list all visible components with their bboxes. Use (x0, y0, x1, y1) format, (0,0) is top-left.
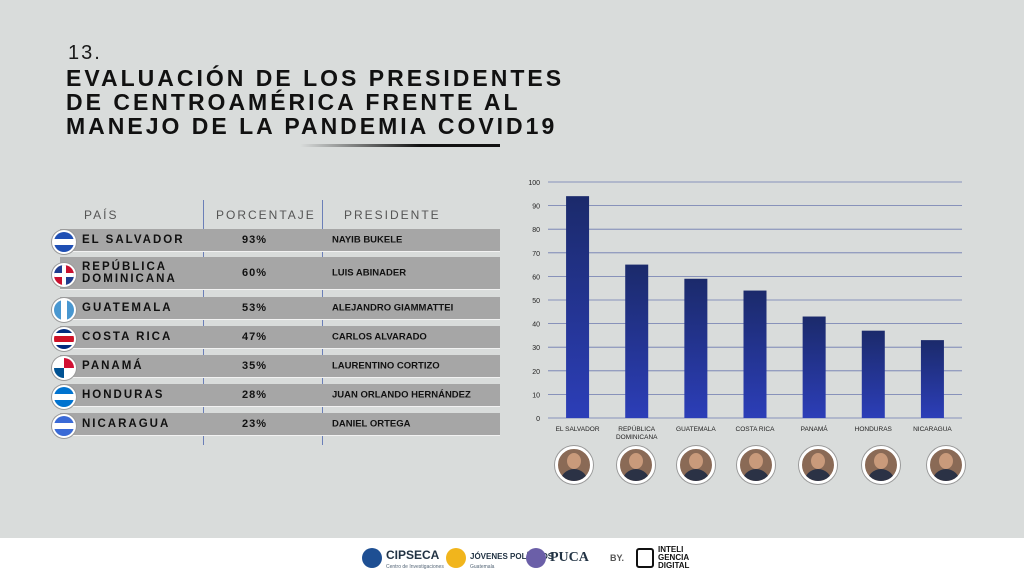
title-line-2: DE CENTROAMÉRICA FRENTE AL (66, 89, 521, 115)
avatar (555, 446, 593, 484)
header-president: PRESIDENTE (344, 208, 441, 222)
y-tick-label: 30 (532, 345, 540, 352)
bar (861, 330, 885, 418)
y-tick-label: 50 (532, 298, 540, 305)
y-tick-label: 60 (532, 274, 540, 281)
percent-value: 28% (242, 389, 268, 401)
bar (684, 278, 708, 418)
flag-panama-icon (52, 356, 76, 380)
table-row: NICARAGUA 23% DANIEL ORTEGA (52, 413, 500, 438)
president-name: NAYIB BUKELE (332, 234, 403, 246)
avatar (927, 446, 965, 484)
y-tick-label: 70 (532, 251, 540, 258)
bar (802, 316, 826, 418)
x-tick-label: GUATEMALA (676, 426, 716, 433)
flag-costa-rica-icon (52, 327, 76, 351)
table-row: GUATEMALA 53% ALEJANDRO GIAMMATTEI (52, 297, 500, 322)
x-tick-label: REPÚBLICA DOMINICANA (616, 424, 658, 441)
president-name: LUIS ABINADER (332, 267, 407, 279)
puca-icon (526, 548, 546, 568)
president-name: LAURENTINO CORTIZO (332, 360, 440, 372)
x-tick-label: PANAMÁ (801, 424, 829, 433)
country-name: COSTA RICA (82, 331, 173, 343)
flag-el-salvador-icon (52, 230, 76, 254)
flag-dominican-republic-icon (52, 263, 76, 287)
x-tick-label: EL SALVADOR (556, 426, 600, 433)
bar (743, 290, 767, 418)
avatar (737, 446, 775, 484)
flag-nicaragua-icon (52, 414, 76, 438)
bar (566, 196, 590, 418)
bar (625, 264, 649, 418)
table-row: REPÚBLICA DOMINICANA 60% LUIS ABINADER (52, 257, 500, 290)
y-tick-label: 40 (532, 322, 540, 329)
title-line-3: MANEJO DE LA PANDEMIA COVID19 (66, 113, 558, 139)
x-tick-label: NICARAGUA (913, 426, 952, 433)
page-title: EVALUACIÓN DE LOS PRESIDENTES DE CENTROA… (66, 66, 564, 138)
jovenes-politicos-icon (446, 548, 466, 568)
country-name: NICARAGUA (82, 418, 171, 430)
column-divider (322, 200, 323, 445)
slide-number: 13. (68, 42, 102, 64)
logo-puca: PUCA (526, 545, 589, 571)
table-row: HONDURAS 28% JUAN ORLANDO HERNÁNDEZ (52, 384, 500, 409)
flag-guatemala-icon (52, 298, 76, 322)
percent-value: 35% (242, 360, 268, 372)
table-row: COSTA RICA 47% CARLOS ALVARADO (52, 326, 500, 351)
president-name: DANIEL ORTEGA (332, 418, 411, 430)
president-name: JUAN ORLANDO HERNÁNDEZ (332, 389, 471, 401)
percent-value: 93% (242, 234, 268, 246)
country-name: REPÚBLICA DOMINICANA (82, 261, 177, 285)
y-tick-label: 80 (532, 227, 540, 234)
president-name: ALEJANDRO GIAMMATTEI (332, 302, 454, 314)
x-tick-label: HONDURAS (855, 426, 893, 433)
cipseca-icon (362, 548, 382, 568)
avatar (799, 446, 837, 484)
logo-inteligencia-digital: INTELI GENCIA DIGITAL (636, 545, 692, 571)
flag-honduras-icon (52, 385, 76, 409)
percent-value: 60% (242, 267, 268, 279)
footer (0, 538, 1024, 576)
bar-chart: 0 10 20 30 40 50 60 70 80 90 100 EL SALVADOR REPÚBL… (528, 180, 962, 441)
country-name: HONDURAS (82, 389, 165, 401)
table-row: EL SALVADOR 93% NAYIB BUKELE (52, 229, 500, 254)
title-line-1: EVALUACIÓN DE LOS PRESIDENTES (66, 65, 565, 91)
y-tick-label: 20 (532, 369, 540, 376)
percent-value: 47% (242, 331, 268, 343)
column-divider (203, 200, 204, 445)
y-tick-label: 90 (532, 204, 540, 211)
country-name: EL SALVADOR (82, 234, 185, 246)
percent-value: 23% (242, 418, 268, 430)
title-underline (300, 144, 500, 147)
country-name: PANAMÁ (82, 360, 144, 372)
avatar (677, 446, 715, 484)
logo-by: BY. (610, 553, 625, 563)
header-country: PAÍS (84, 208, 119, 222)
y-tick-label: 0 (536, 416, 540, 423)
country-name: GUATEMALA (82, 302, 173, 314)
header-percent: PORCENTAJE (216, 208, 316, 222)
y-tick-label: 10 (532, 392, 540, 399)
x-tick-label: COSTA RICA (736, 426, 776, 433)
table-row: PANAMÁ 35% LAURENTINO CORTIZO (52, 355, 500, 380)
logo-cipseca: CIPSECA Centro de Investigaciones (362, 545, 444, 571)
inteligencia-digital-icon (636, 548, 654, 568)
avatar (862, 446, 900, 484)
y-tick-label: 100 (528, 180, 540, 187)
president-name: CARLOS ALVARADO (332, 331, 427, 343)
bar (920, 340, 944, 418)
logo-jovenes-politicos: JÓVENES POLÍTICOS Guatemala (446, 545, 553, 571)
avatar (617, 446, 655, 484)
percent-value: 53% (242, 302, 268, 314)
